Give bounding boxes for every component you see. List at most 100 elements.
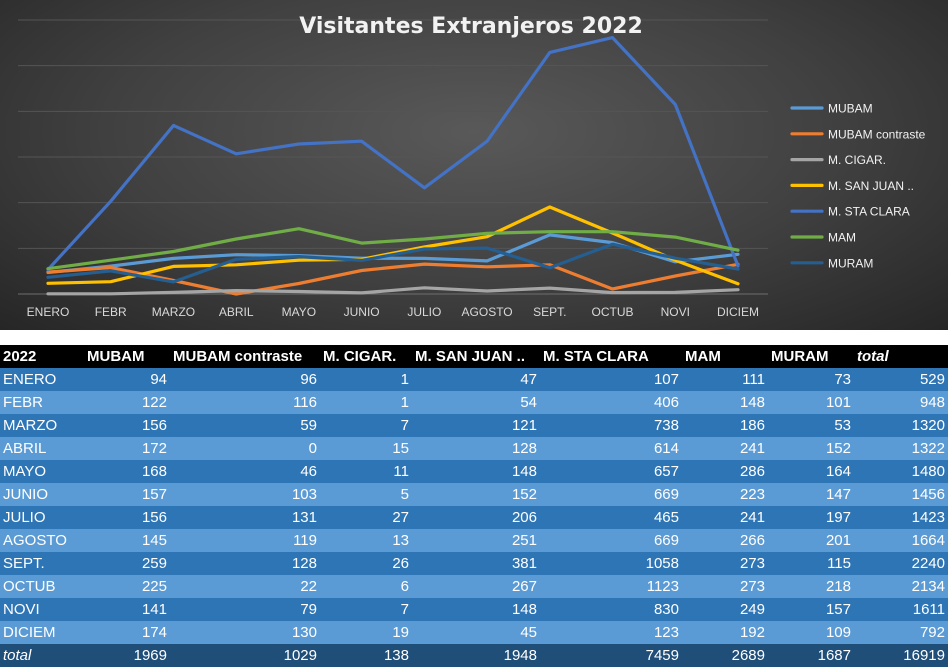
- row-label: MARZO: [0, 414, 84, 437]
- table-cell: 96: [170, 368, 320, 391]
- table-cell: 197: [768, 506, 854, 529]
- table-cell: 201: [768, 529, 854, 552]
- table-cell: 128: [412, 437, 540, 460]
- table-cell: 2240: [854, 552, 948, 575]
- table-cell: 406: [540, 391, 682, 414]
- table-cell: 738: [540, 414, 682, 437]
- row-label: FEBR: [0, 391, 84, 414]
- table-cell: 147: [768, 483, 854, 506]
- legend-label: MUBAM contraste: [828, 127, 926, 141]
- table-cell: 2134: [854, 575, 948, 598]
- table-cell: 53: [768, 414, 854, 437]
- series-line: [46, 242, 740, 284]
- table-cell: 6: [320, 575, 412, 598]
- table-cell: 11: [320, 460, 412, 483]
- table-cell: 13: [320, 529, 412, 552]
- table-cell: 192: [682, 621, 768, 644]
- table-cell: 381: [412, 552, 540, 575]
- table-cell: 206: [412, 506, 540, 529]
- total-cell: 1969: [84, 644, 170, 667]
- table-cell: 157: [84, 483, 170, 506]
- x-tick-label: JUNIO: [344, 305, 380, 319]
- row-label: JULIO: [0, 506, 84, 529]
- table-cell: 273: [682, 552, 768, 575]
- total-cell: 138: [320, 644, 412, 667]
- total-cell: 16919: [854, 644, 948, 667]
- table-cell: 157: [768, 598, 854, 621]
- legend-label: M. SAN JUAN ..: [828, 179, 914, 193]
- table-cell: 1480: [854, 460, 948, 483]
- table-cell: 122: [84, 391, 170, 414]
- x-tick-label: SEPT.: [533, 305, 566, 319]
- total-cell: 1029: [170, 644, 320, 667]
- table-cell: 1456: [854, 483, 948, 506]
- table-cell: 251: [412, 529, 540, 552]
- table-cell: 59: [170, 414, 320, 437]
- table-row: NOVI 141 79 7 148 830 249 157 1611: [0, 598, 948, 621]
- table-cell: 174: [84, 621, 170, 644]
- table-cell: 103: [170, 483, 320, 506]
- total-cell: 1948: [412, 644, 540, 667]
- table-cell: 94: [84, 368, 170, 391]
- table-row: AGOSTO 145 119 13 251 669 266 201 1664: [0, 529, 948, 552]
- table-cell: 121: [412, 414, 540, 437]
- table-header-cell: MUBAM: [84, 345, 170, 368]
- table-header-cell: total: [854, 345, 948, 368]
- table-cell: 0: [170, 437, 320, 460]
- row-label: SEPT.: [0, 552, 84, 575]
- x-tick-label: OCTUB: [592, 305, 634, 319]
- table-cell: 1664: [854, 529, 948, 552]
- table-cell: 241: [682, 506, 768, 529]
- table-cell: 19: [320, 621, 412, 644]
- table-cell: 26: [320, 552, 412, 575]
- table-cell: 119: [170, 529, 320, 552]
- table-cell: 15: [320, 437, 412, 460]
- table-cell: 107: [540, 368, 682, 391]
- table-row: JULIO 156 131 27 206 465 241 197 1423: [0, 506, 948, 529]
- table-cell: 1123: [540, 575, 682, 598]
- row-label: DICIEM: [0, 621, 84, 644]
- table-cell: 273: [682, 575, 768, 598]
- table-cell: 73: [768, 368, 854, 391]
- series-line: [46, 205, 740, 286]
- table-cell: 101: [768, 391, 854, 414]
- table-cell: 7: [320, 598, 412, 621]
- row-label: ABRIL: [0, 437, 84, 460]
- table-cell: 1: [320, 368, 412, 391]
- chart-title: Visitantes Extranjeros 2022: [299, 14, 643, 39]
- row-label: ENERO: [0, 368, 84, 391]
- table-cell: 669: [540, 529, 682, 552]
- table-cell: 148: [412, 598, 540, 621]
- table-cell: 1423: [854, 506, 948, 529]
- legend-label: M. CIGAR.: [828, 153, 886, 167]
- row-label: NOVI: [0, 598, 84, 621]
- table-row: MARZO 156 59 7 121 738 186 53 1320: [0, 414, 948, 437]
- table-cell: 123: [540, 621, 682, 644]
- x-tick-label: MARZO: [152, 305, 195, 319]
- table-cell: 529: [854, 368, 948, 391]
- visitors-table: 2022 MUBAM MUBAM contraste M. CIGAR. M. SAN …: [0, 345, 948, 667]
- table-cell: 148: [412, 460, 540, 483]
- table-cell: 1320: [854, 414, 948, 437]
- totals-label: total: [0, 644, 84, 667]
- table-cell: 27: [320, 506, 412, 529]
- legend-label: M. STA CLARA: [828, 205, 910, 219]
- row-label: MAYO: [0, 460, 84, 483]
- table-cell: 286: [682, 460, 768, 483]
- table-row: ENERO 94 96 1 47 107 111 73 529: [0, 368, 948, 391]
- table-cell: 115: [768, 552, 854, 575]
- table-totals-row: total 1969 1029 138 1948 7459 2689 1687 16919: [0, 644, 948, 667]
- table-cell: 128: [170, 552, 320, 575]
- table-cell: 46: [170, 460, 320, 483]
- table-cell: 164: [768, 460, 854, 483]
- table-cell: 948: [854, 391, 948, 414]
- table-cell: 266: [682, 529, 768, 552]
- table-header-cell: M. SAN JUAN ..: [412, 345, 540, 368]
- table-cell: 830: [540, 598, 682, 621]
- x-tick-label: FEBR: [95, 305, 127, 319]
- table-cell: 156: [84, 414, 170, 437]
- x-tick-label: AGOSTO: [462, 305, 513, 319]
- table-cell: 7: [320, 414, 412, 437]
- x-tick-label: ABRIL: [219, 305, 254, 319]
- table-cell: 259: [84, 552, 170, 575]
